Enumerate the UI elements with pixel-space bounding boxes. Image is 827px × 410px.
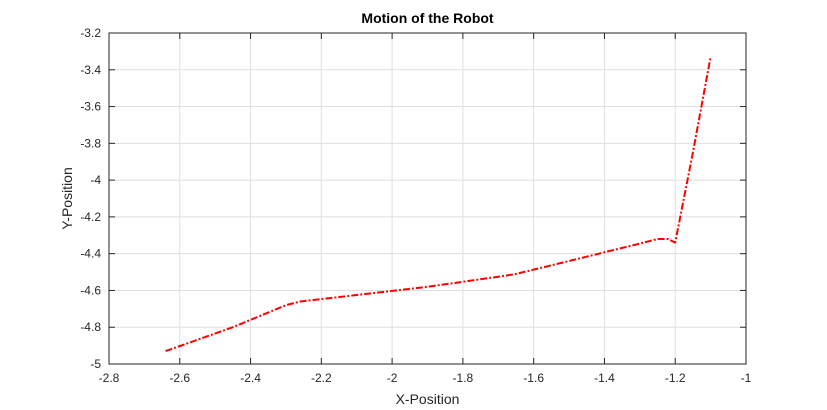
- x-tick-label: -2: [387, 371, 398, 385]
- series-line-1: [165, 56, 712, 353]
- x-tick-label: -1.6: [523, 371, 544, 385]
- y-tick-label: -4.6: [80, 283, 101, 297]
- x-tick-label: -2.2: [311, 371, 332, 385]
- y-tick-label: -4.2: [80, 210, 101, 224]
- x-tick-label: -1.2: [665, 371, 686, 385]
- x-tick-label: -2.8: [99, 371, 120, 385]
- x-tick-label: -2.6: [169, 371, 190, 385]
- y-axis-label: Y-Position: [59, 167, 75, 230]
- series-layer: [165, 56, 712, 353]
- x-tick-label: -1: [741, 371, 752, 385]
- y-tick-label: -4: [90, 173, 101, 187]
- y-tick-label: -4.8: [80, 320, 101, 334]
- plot-frame: [108, 32, 747, 365]
- y-tick-label: -4.4: [80, 247, 101, 261]
- y-tick-label: -3.4: [80, 63, 101, 77]
- x-tick-label: -1.4: [594, 371, 615, 385]
- x-axis-label: X-Position: [396, 391, 460, 407]
- y-tick-label: -3.6: [80, 100, 101, 114]
- y-tick-label: -3.8: [80, 136, 101, 150]
- y-tick-label: -5: [90, 357, 101, 371]
- plot-area: [109, 33, 746, 364]
- x-tick-label: -2.4: [240, 371, 261, 385]
- y-tick-label: -3.2: [80, 26, 101, 40]
- chart-title: Motion of the Robot: [361, 10, 494, 26]
- ticks: -2.8 -2.6 -2.4 -2.2 -2 -1.8 -1.6 -1.4 -1.2 -1 -3.2…: [80, 26, 751, 385]
- x-tick-label: -1.8: [453, 371, 474, 385]
